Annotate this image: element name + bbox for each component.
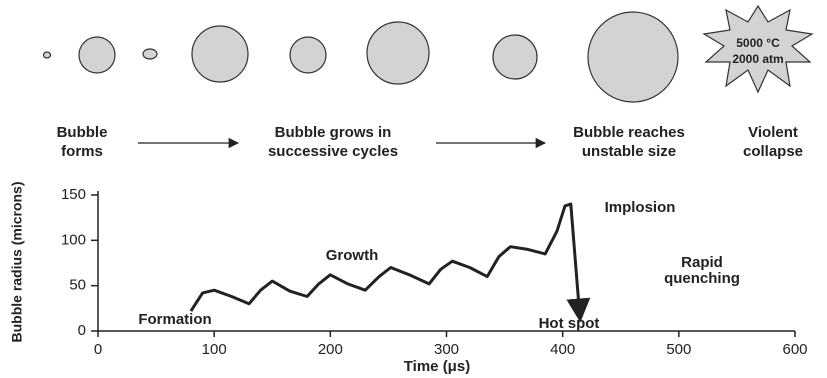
annotation: quenching <box>664 270 740 287</box>
stage-label: forms <box>61 143 103 160</box>
figure: Time (μs) Bubble radius (microns) Bubble… <box>0 0 827 378</box>
y-tick-label: 100 <box>61 231 86 248</box>
stage-label: Bubble grows in <box>275 124 392 141</box>
stage-label: Violent <box>748 124 798 141</box>
stage-label: collapse <box>743 143 803 160</box>
x-tick-label: 300 <box>434 341 459 358</box>
bubble <box>44 52 51 58</box>
x-tick-label: 0 <box>94 341 102 358</box>
bubble <box>192 26 248 82</box>
bubble <box>143 49 157 59</box>
x-axis-label: Time (μs) <box>404 358 470 375</box>
bubble <box>290 37 326 73</box>
bubble <box>588 12 678 102</box>
annotation: Hot spot <box>539 315 600 332</box>
x-tick-label: 600 <box>782 341 807 358</box>
radius-curve <box>191 204 580 320</box>
y-tick-label: 50 <box>69 277 86 294</box>
bubble <box>493 35 537 79</box>
stage-label: successive cycles <box>268 143 398 160</box>
y-tick-label: 150 <box>61 186 86 203</box>
annotation: Rapid <box>681 254 723 271</box>
stage-label: Bubble reaches <box>573 124 685 141</box>
collapse-condition: 5000 °C <box>736 36 780 50</box>
collapse-condition: 2000 atm <box>732 52 783 66</box>
x-tick-label: 400 <box>550 341 575 358</box>
x-tick-label: 500 <box>666 341 691 358</box>
y-axis-label: Bubble radius (microns) <box>9 181 25 342</box>
stage-label: unstable size <box>582 143 676 160</box>
annotation: Formation <box>138 311 211 328</box>
annotation: Growth <box>326 247 379 264</box>
bubble <box>367 22 429 84</box>
y-tick-label: 0 <box>78 322 86 339</box>
annotation: Implosion <box>605 199 676 216</box>
bubble <box>79 37 115 73</box>
stage-label: Bubble <box>57 124 108 141</box>
x-tick-label: 100 <box>202 341 227 358</box>
x-tick-label: 200 <box>318 341 343 358</box>
